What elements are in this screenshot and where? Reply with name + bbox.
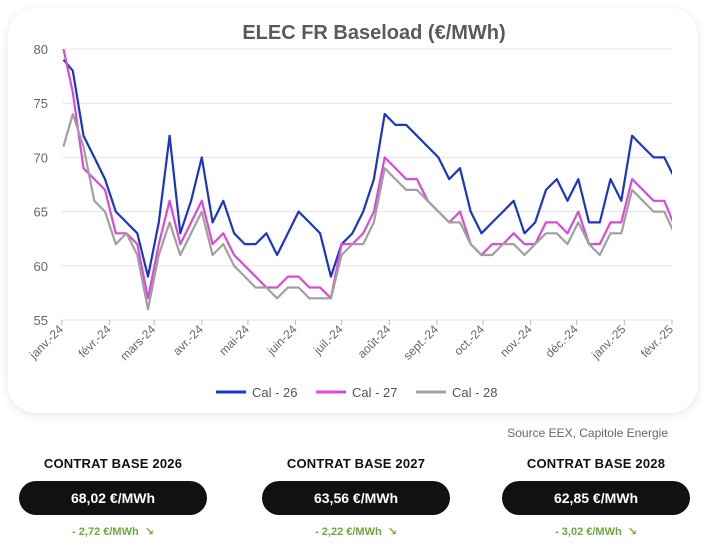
x-tick-label: juil.-24 (310, 322, 346, 358)
arrow-down-right-icon: ↘ (144, 526, 154, 538)
chart-card: ELEC FR Baseload (€/MWh) 55 60 65 70 75 80 ja… (8, 8, 698, 413)
x-tick-label: févr.-25 (638, 322, 676, 360)
x-tick-label: mai-24 (216, 322, 252, 358)
x-tick-label: avr.-24 (170, 322, 206, 358)
contract-title: CONTRAT BASE 2026 (43, 456, 183, 471)
series-line-cal-27 (62, 49, 672, 300)
contract-2027: CONTRAT BASE 2027 63,56 €/MWh - 2,22 €/M… (256, 456, 456, 538)
contract-change-value: - 2,72 €/MWh (72, 526, 139, 538)
x-tick-label: sept.-24 (400, 322, 441, 363)
y-tick-label: 70 (34, 150, 48, 165)
line-chart: ELEC FR Baseload (€/MWh) 55 60 65 70 75 80 ja… (26, 22, 676, 400)
legend-label: Cal - 28 (452, 385, 498, 400)
contract-change: - 2,72 €/MWh ↘ (13, 525, 213, 538)
series-line-cal-28 (62, 112, 672, 311)
y-tick-label: 75 (34, 96, 48, 111)
x-tick-label: août-24 (355, 322, 394, 361)
contract-price-pill: 63,56 €/MWh (262, 481, 450, 515)
x-tick-label: déc.-24 (543, 322, 581, 360)
arrow-down-right-icon: ↘ (387, 526, 397, 538)
contract-2026: CONTRAT BASE 2026 68,02 €/MWh - 2,72 €/M… (13, 456, 213, 538)
contract-price-pill: 68,02 €/MWh (19, 481, 207, 515)
x-tick-label: juin-24 (264, 322, 300, 358)
x-tick-label: janv.-24 (26, 322, 66, 362)
y-tick-label: 55 (34, 313, 48, 328)
arrow-down-right-icon: ↘ (627, 526, 637, 538)
y-tick-label: 60 (34, 259, 48, 274)
x-tick-label: oct.-24 (451, 322, 487, 358)
source-note: Source EEX, Capitole Energie (507, 426, 668, 440)
y-axis-ticks: 55 60 65 70 75 80 (34, 42, 48, 328)
contract-change: - 2,22 €/MWh ↘ (256, 525, 456, 538)
contract-change: - 3,02 €/MWh ↘ (496, 525, 696, 538)
x-axis-ticks: janv.-24 févr.-24 mars-24 avr.-24 mai-24 juin… (26, 320, 676, 363)
contract-2028: CONTRAT BASE 2028 62,85 €/MWh - 3,02 €/M… (496, 456, 696, 538)
x-tick-label: nov.-24 (497, 322, 535, 360)
contract-change-value: - 2,22 €/MWh (315, 526, 382, 538)
series-line-cal-26 (62, 59, 672, 278)
x-tick-label: mars-24 (117, 322, 158, 363)
x-tick-label: févr.-24 (76, 322, 114, 360)
contract-title: CONTRAT BASE 2028 (526, 456, 666, 471)
y-tick-label: 65 (34, 205, 48, 220)
contract-title: CONTRAT BASE 2027 (286, 456, 426, 471)
chart-title: ELEC FR Baseload (€/MWh) (242, 22, 505, 44)
chart-legend: Cal - 26 Cal - 27 Cal - 28 (216, 385, 498, 400)
x-tick-label: janv.-25 (588, 322, 628, 362)
legend-label: Cal - 27 (352, 385, 398, 400)
grid-lines (62, 48, 672, 321)
contract-change-value: - 3,02 €/MWh (555, 526, 622, 538)
series-lines (62, 49, 672, 311)
contract-price-pill: 62,85 €/MWh (502, 481, 690, 515)
y-tick-label: 80 (34, 42, 48, 57)
legend-label: Cal - 26 (252, 385, 298, 400)
